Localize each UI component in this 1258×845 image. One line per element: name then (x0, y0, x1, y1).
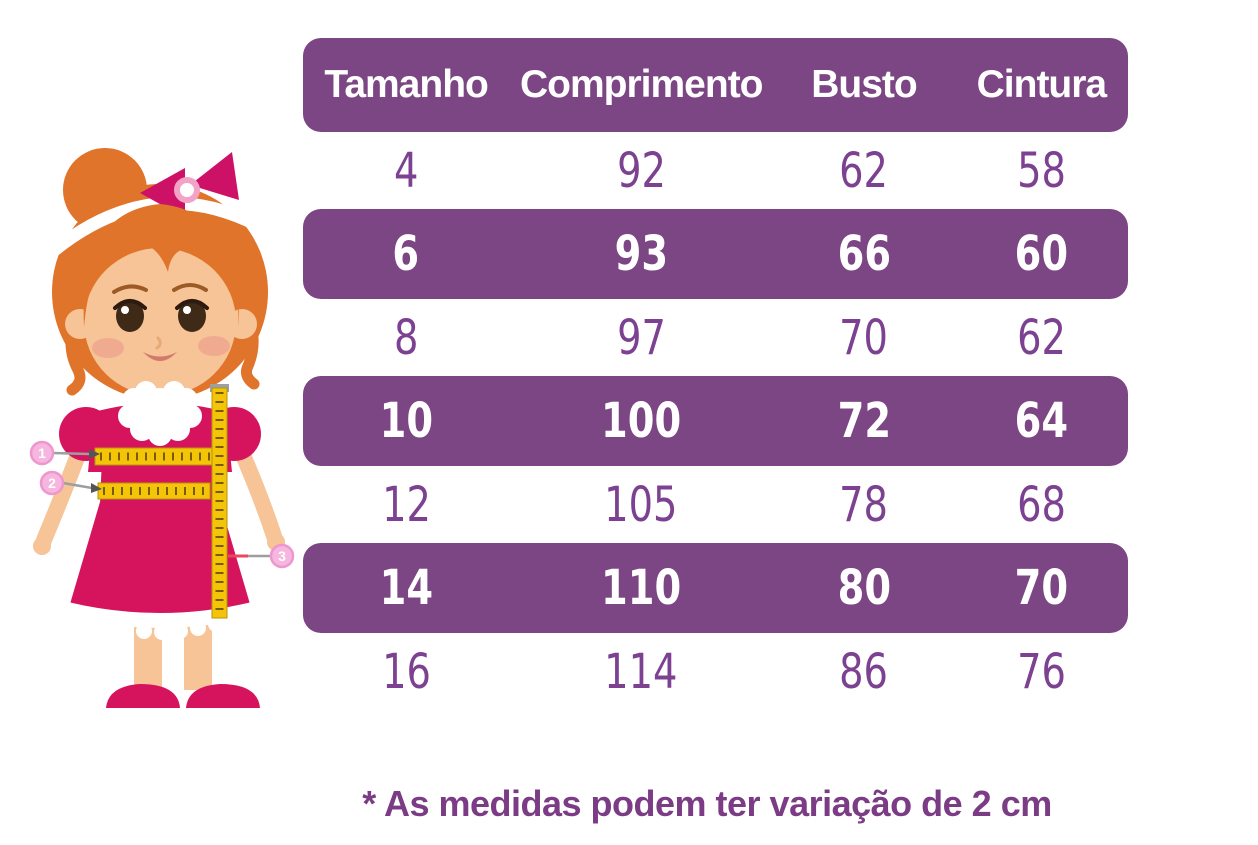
nose (155, 336, 162, 350)
hair-fringe (83, 204, 239, 327)
table-row: 16 114 86 76 (303, 633, 1128, 710)
bust-marker: 1 (29, 440, 100, 466)
bow-center (174, 177, 200, 203)
table-row: 10 100 72 64 (303, 376, 1128, 466)
eyebrow-left (112, 284, 148, 294)
table-cell: 86 (839, 643, 889, 700)
hem-scallops (66, 605, 256, 640)
column-header-busto: Busto (811, 63, 917, 106)
bust-tape (94, 447, 215, 466)
length-marker: 3 (228, 543, 295, 569)
table-row: 4 92 62 58 (303, 132, 1128, 209)
bow-left-triangle (140, 168, 185, 218)
table-row: 6 93 66 60 (303, 209, 1128, 299)
girl-illustration-svg: 1 2 3 (29, 148, 295, 708)
table-cell: 12 (381, 476, 431, 533)
column-header-comprimento: Comprimento (520, 63, 764, 106)
eyelash-left (113, 299, 147, 310)
dress-skirt (70, 502, 250, 615)
arm-left (36, 442, 88, 548)
girl-illustration: 1 2 3 (22, 142, 314, 720)
table-cell: 78 (839, 476, 889, 533)
waist-marker: 2 (39, 470, 102, 496)
table-cell: 60 (1014, 226, 1069, 282)
mouth (143, 352, 177, 361)
face (84, 248, 236, 396)
table-cell: 16 (381, 643, 431, 700)
table-cell: 10 (379, 393, 433, 449)
table-header: Tamanho Comprimento Busto Cintura (303, 38, 1128, 132)
table-cell: 14 (379, 560, 433, 616)
eyelash-right (175, 299, 209, 310)
table-cell: 68 (1016, 476, 1066, 533)
eyebrow-right (172, 283, 208, 292)
waist-marker-label: 2 (48, 475, 56, 491)
table-cell: 70 (1014, 560, 1069, 616)
cheek-right (198, 336, 230, 356)
table-body: 4 92 62 58 6 93 66 60 8 97 70 62 10 100 72 64 12 105 78 68 1… (303, 132, 1128, 710)
table-cell: 70 (839, 309, 889, 366)
table-cell: 4 (393, 142, 419, 199)
hand-left (33, 537, 51, 555)
arrowhead-right-icon (91, 483, 102, 493)
table-cell: 97 (616, 309, 666, 366)
table-cell: 64 (1014, 393, 1069, 449)
arrowhead-right-icon (89, 449, 100, 459)
table-row: 14 110 80 70 (303, 543, 1128, 633)
table-cell: 8 (393, 309, 419, 366)
table-cell: 110 (601, 560, 682, 616)
column-header-cintura: Cintura (976, 63, 1108, 106)
shoe-right (186, 684, 260, 708)
cheek-left (92, 338, 124, 358)
eye-left-highlight (121, 306, 129, 314)
table-cell: 114 (604, 643, 678, 700)
table-cell: 80 (837, 560, 891, 616)
table-cell: 93 (614, 226, 668, 282)
length-marker-label: 3 (278, 548, 286, 564)
waist-tape (97, 482, 211, 500)
headband (45, 196, 277, 259)
measurement-disclaimer: * As medidas podem ter variação de 2 cm (362, 783, 1052, 824)
table-cell: 62 (839, 142, 889, 199)
table-cell: 62 (1016, 309, 1066, 366)
column-header-tamanho: Tamanho (324, 63, 488, 106)
bow-right-triangle (190, 152, 239, 200)
collar (118, 381, 202, 446)
table-row: 8 97 70 62 (303, 299, 1128, 376)
table-cell: 66 (837, 226, 891, 282)
table-cell: 58 (1016, 142, 1066, 199)
shoe-left (106, 684, 180, 708)
arm-right (232, 440, 282, 544)
table-cell: 105 (604, 476, 678, 533)
table-cell: 92 (616, 142, 666, 199)
table-row: 12 105 78 68 (303, 466, 1128, 543)
table-cell: 6 (392, 226, 420, 282)
table-cell: 72 (837, 393, 891, 449)
bust-marker-label: 1 (38, 445, 46, 461)
table-cell: 76 (1016, 643, 1066, 700)
table-cell: 100 (601, 393, 682, 449)
length-tape (210, 384, 229, 619)
eye-right-highlight (183, 306, 191, 314)
size-table: Tamanho Comprimento Busto Cintura 4 92 62 5… (303, 38, 1128, 710)
